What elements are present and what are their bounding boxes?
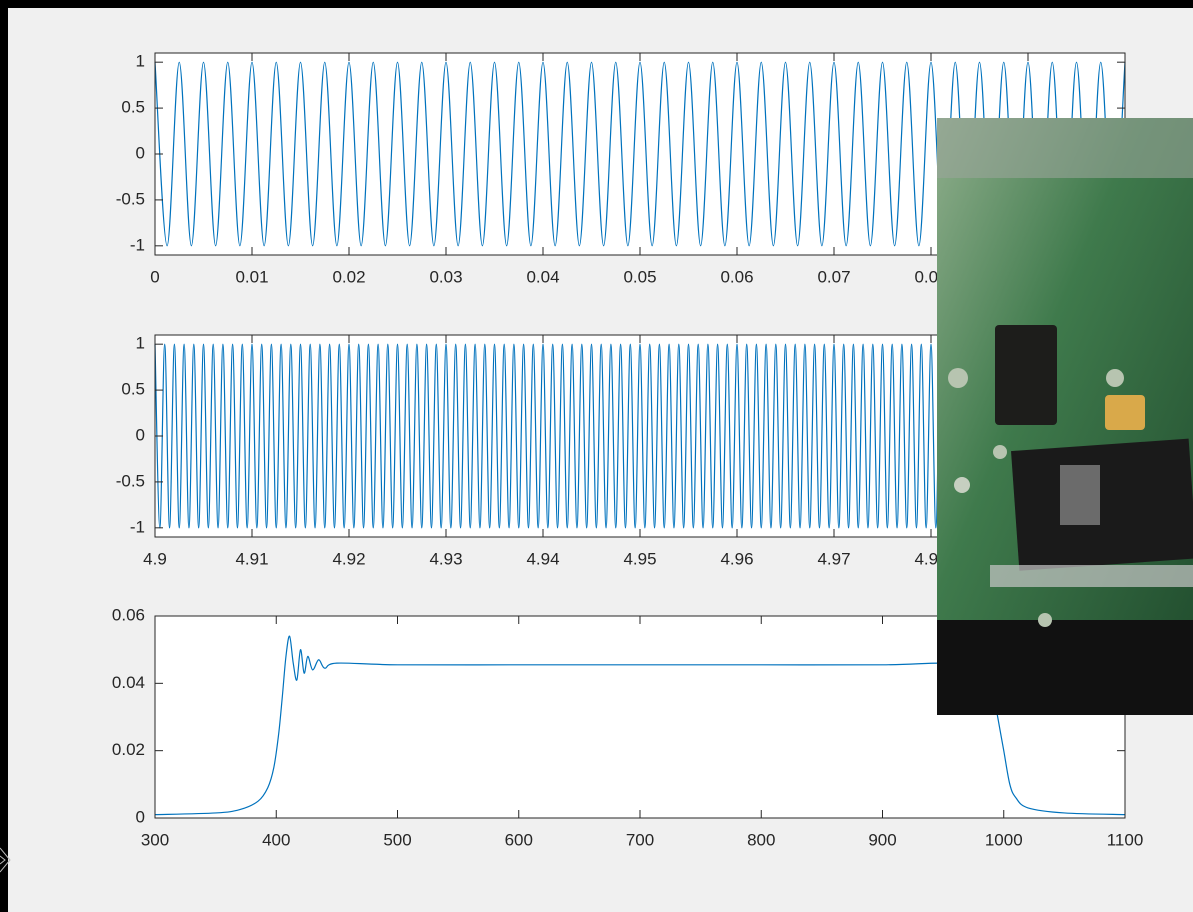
x-tick-label: 0 [150, 267, 159, 286]
y-tick-label: 0.5 [121, 98, 145, 117]
x-tick-label: 1100 [1107, 830, 1144, 849]
x-tick-label: 0.04 [526, 267, 559, 286]
x-tick-label: 0.07 [817, 267, 850, 286]
x-tick-label: 1000 [985, 830, 1023, 849]
x-tick-label: 4.92 [332, 549, 365, 568]
x-tick-label: 700 [626, 830, 654, 849]
x-tick-label: 0.03 [429, 267, 462, 286]
x-tick-label: 4.94 [526, 549, 559, 568]
y-tick-label: 0 [136, 143, 145, 162]
y-tick-label: 0.04 [112, 673, 145, 692]
y-tick-label: 1 [136, 52, 145, 71]
x-tick-label: 4.97 [817, 549, 850, 568]
x-tick-label: 0.01 [235, 267, 268, 286]
x-tick-label: 4.96 [720, 549, 753, 568]
x-tick-label: 400 [262, 830, 290, 849]
x-tick-label: 800 [747, 830, 775, 849]
y-tick-label: -0.5 [116, 471, 145, 490]
y-tick-label: 0.06 [112, 605, 145, 624]
y-tick-label: 0 [136, 807, 145, 826]
y-tick-label: -0.5 [116, 189, 145, 208]
y-tick-label: 0.5 [121, 380, 145, 399]
y-tick-label: 0 [136, 425, 145, 444]
page: 00.010.020.030.040.050.060.070.080.090.1… [0, 0, 1193, 912]
x-tick-label: 4.95 [623, 549, 656, 568]
circuit-photo [937, 118, 1193, 715]
screenshot: 00.010.020.030.040.050.060.070.080.090.1… [0, 0, 1193, 912]
x-tick-label: 300 [141, 830, 169, 849]
x-tick-label: 900 [868, 830, 896, 849]
y-tick-label: -1 [130, 517, 145, 536]
x-tick-label: 500 [383, 830, 411, 849]
x-tick-label: 4.93 [429, 549, 462, 568]
x-tick-label: 600 [505, 830, 533, 849]
x-tick-label: 4.9 [143, 549, 167, 568]
x-tick-label: 4.91 [235, 549, 268, 568]
x-tick-label: 0.05 [623, 267, 656, 286]
y-tick-label: -1 [130, 235, 145, 254]
y-tick-label: 0.02 [112, 740, 145, 759]
y-tick-label: 1 [136, 334, 145, 353]
x-tick-label: 0.06 [720, 267, 753, 286]
x-tick-label: 0.02 [332, 267, 365, 286]
